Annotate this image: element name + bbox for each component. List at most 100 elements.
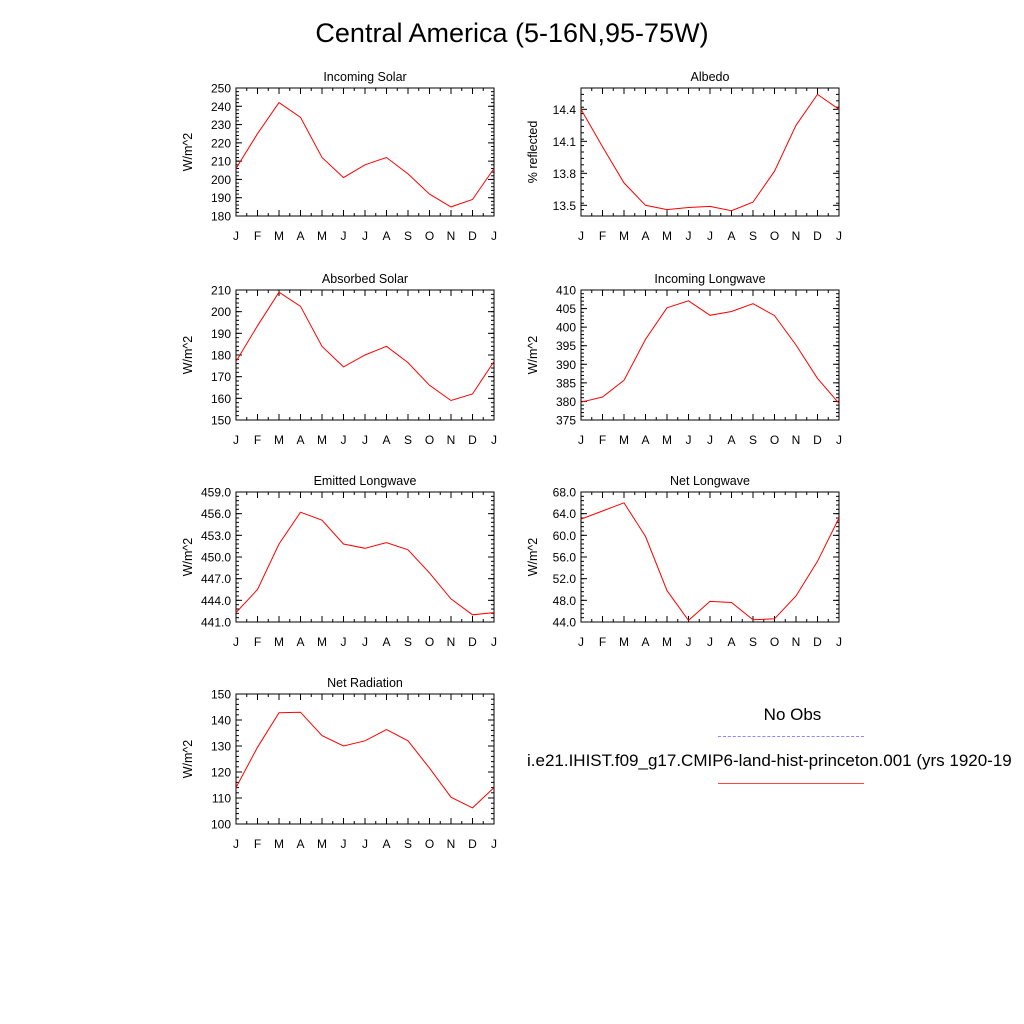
x-tick-label: M xyxy=(317,433,327,447)
y-tick-label: 450.0 xyxy=(201,551,231,565)
x-tick-label: D xyxy=(813,635,822,649)
x-tick-label: O xyxy=(425,433,434,447)
x-tick-label: F xyxy=(599,433,606,447)
x-tick-label: A xyxy=(727,433,735,447)
y-tick-label: 60.0 xyxy=(553,529,577,543)
series-line xyxy=(235,511,495,616)
plot-frame xyxy=(235,87,495,217)
plot-frame xyxy=(580,289,840,421)
x-tick-label: D xyxy=(813,229,822,243)
series-line xyxy=(580,502,840,622)
x-tick-label: N xyxy=(447,433,456,447)
x-tick-label: A xyxy=(382,229,390,243)
y-tick-label: 110 xyxy=(212,792,231,806)
series-line xyxy=(235,101,495,208)
y-tick-label: 385 xyxy=(556,376,576,390)
y-tick-label: 441.0 xyxy=(201,616,231,630)
x-tick-label: J xyxy=(578,433,584,447)
x-tick-label: D xyxy=(468,229,477,243)
y-tick-label: 190 xyxy=(211,327,231,341)
x-tick-label: M xyxy=(662,229,672,243)
y-tick-label: 456.0 xyxy=(201,507,231,521)
legend-no-obs-label: No Obs xyxy=(763,705,822,724)
x-tick-label: J xyxy=(707,433,713,447)
x-tick-label: M xyxy=(274,837,284,851)
series-line xyxy=(580,93,840,212)
x-tick-label: D xyxy=(813,433,822,447)
x-tick-label: A xyxy=(382,433,390,447)
y-tick-label: 240 xyxy=(211,100,231,114)
y-tick-label: 52.0 xyxy=(553,572,577,586)
x-tick-label: S xyxy=(404,635,412,649)
y-axis-label: W/m^2 xyxy=(181,336,195,375)
y-tick-label: 120 xyxy=(211,766,231,780)
plot-frame xyxy=(235,693,495,825)
x-tick-label: M xyxy=(662,433,672,447)
y-tick-label: 150 xyxy=(211,414,231,428)
x-tick-label: J xyxy=(686,229,692,243)
y-tick-label: 405 xyxy=(556,302,576,316)
y-axis-label: % reflected xyxy=(526,121,540,184)
y-tick-label: 400 xyxy=(556,321,576,335)
y-tick-label: 44.0 xyxy=(553,616,577,630)
y-tick-label: 200 xyxy=(211,173,231,187)
y-tick-label: 64.0 xyxy=(553,507,577,521)
x-tick-label: A xyxy=(296,635,304,649)
chart-title: Emitted Longwave xyxy=(314,474,417,488)
x-tick-label: M xyxy=(619,433,629,447)
x-tick-label: S xyxy=(404,229,412,243)
x-tick-label: J xyxy=(341,433,347,447)
x-tick-label: J xyxy=(836,635,842,649)
y-tick-label: 444.0 xyxy=(201,594,231,608)
x-tick-label: J xyxy=(686,635,692,649)
x-tick-label: J xyxy=(341,837,347,851)
x-tick-label: O xyxy=(425,837,434,851)
x-tick-label: A xyxy=(296,837,304,851)
x-tick-label: M xyxy=(317,229,327,243)
x-tick-label: A xyxy=(296,229,304,243)
y-tick-label: 395 xyxy=(556,339,576,353)
y-tick-label: 380 xyxy=(556,395,576,409)
y-tick-label: 150 xyxy=(211,688,231,702)
y-tick-label: 410 xyxy=(556,284,576,298)
series-line xyxy=(235,711,495,809)
y-tick-label: 230 xyxy=(211,118,231,132)
x-tick-label: F xyxy=(599,229,606,243)
x-tick-label: O xyxy=(425,229,434,243)
x-tick-label: A xyxy=(641,229,649,243)
x-tick-label: O xyxy=(770,433,779,447)
x-tick-label: F xyxy=(599,635,606,649)
y-axis-label: W/m^2 xyxy=(526,336,540,375)
x-tick-label: A xyxy=(641,433,649,447)
y-axis-label: W/m^2 xyxy=(181,740,195,779)
x-tick-label: J xyxy=(491,229,497,243)
x-tick-label: D xyxy=(468,837,477,851)
plot-frame xyxy=(580,87,840,217)
y-tick-label: 190 xyxy=(211,191,231,205)
y-tick-label: 375 xyxy=(556,414,576,428)
x-tick-label: J xyxy=(362,837,368,851)
chart-title: Net Longwave xyxy=(670,474,750,488)
x-tick-label: F xyxy=(254,229,261,243)
y-tick-label: 250 xyxy=(211,82,231,96)
x-tick-label: J xyxy=(362,635,368,649)
y-tick-label: 210 xyxy=(211,155,231,169)
chart-title: Albedo xyxy=(691,70,730,84)
x-tick-label: M xyxy=(317,635,327,649)
x-tick-label: J xyxy=(341,635,347,649)
x-tick-label: O xyxy=(770,635,779,649)
y-tick-label: 200 xyxy=(211,305,231,319)
y-tick-label: 210 xyxy=(211,284,231,298)
chart-title: Incoming Solar xyxy=(323,70,406,84)
y-axis-label: W/m^2 xyxy=(181,133,195,172)
x-tick-label: N xyxy=(447,837,456,851)
x-tick-label: J xyxy=(233,635,239,649)
page-title: Central America (5-16N,95-75W) xyxy=(315,18,709,48)
x-tick-label: A xyxy=(296,433,304,447)
x-tick-label: J xyxy=(341,229,347,243)
y-tick-label: 390 xyxy=(556,358,576,372)
x-tick-label: O xyxy=(770,229,779,243)
y-tick-label: 100 xyxy=(211,818,231,832)
y-tick-label: 13.8 xyxy=(553,167,577,181)
